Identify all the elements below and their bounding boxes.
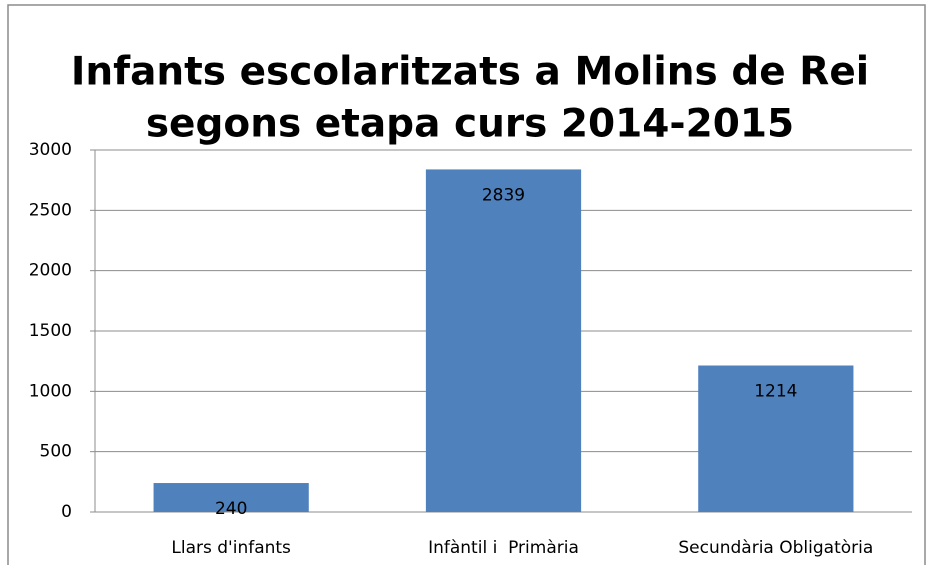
y-tick-label: 3000 (29, 140, 72, 160)
data-label: 240 (215, 499, 247, 519)
bar (698, 365, 854, 512)
y-tick-label: 2500 (29, 200, 72, 220)
x-tick-label: Secundària Obligatòria (678, 538, 873, 558)
chart-title: segons etapa curs 2014-2015 (146, 102, 794, 147)
chart-frame (7, 4, 926, 565)
data-label: 1214 (754, 382, 797, 402)
y-tick-label: 2000 (29, 261, 72, 281)
x-tick-label: Infàntil i Primària (428, 538, 579, 558)
y-tick-label: 1000 (29, 381, 72, 401)
y-tick-label: 1500 (29, 321, 72, 341)
x-tick-label: Llars d'infants (171, 538, 291, 558)
data-label: 2839 (482, 185, 525, 205)
y-tick-label: 500 (40, 442, 72, 462)
chart-title: Infants escolaritzats a Molins de Rei (71, 50, 869, 95)
y-tick-label: 0 (61, 502, 72, 522)
bar (153, 483, 309, 512)
bar (425, 169, 582, 512)
